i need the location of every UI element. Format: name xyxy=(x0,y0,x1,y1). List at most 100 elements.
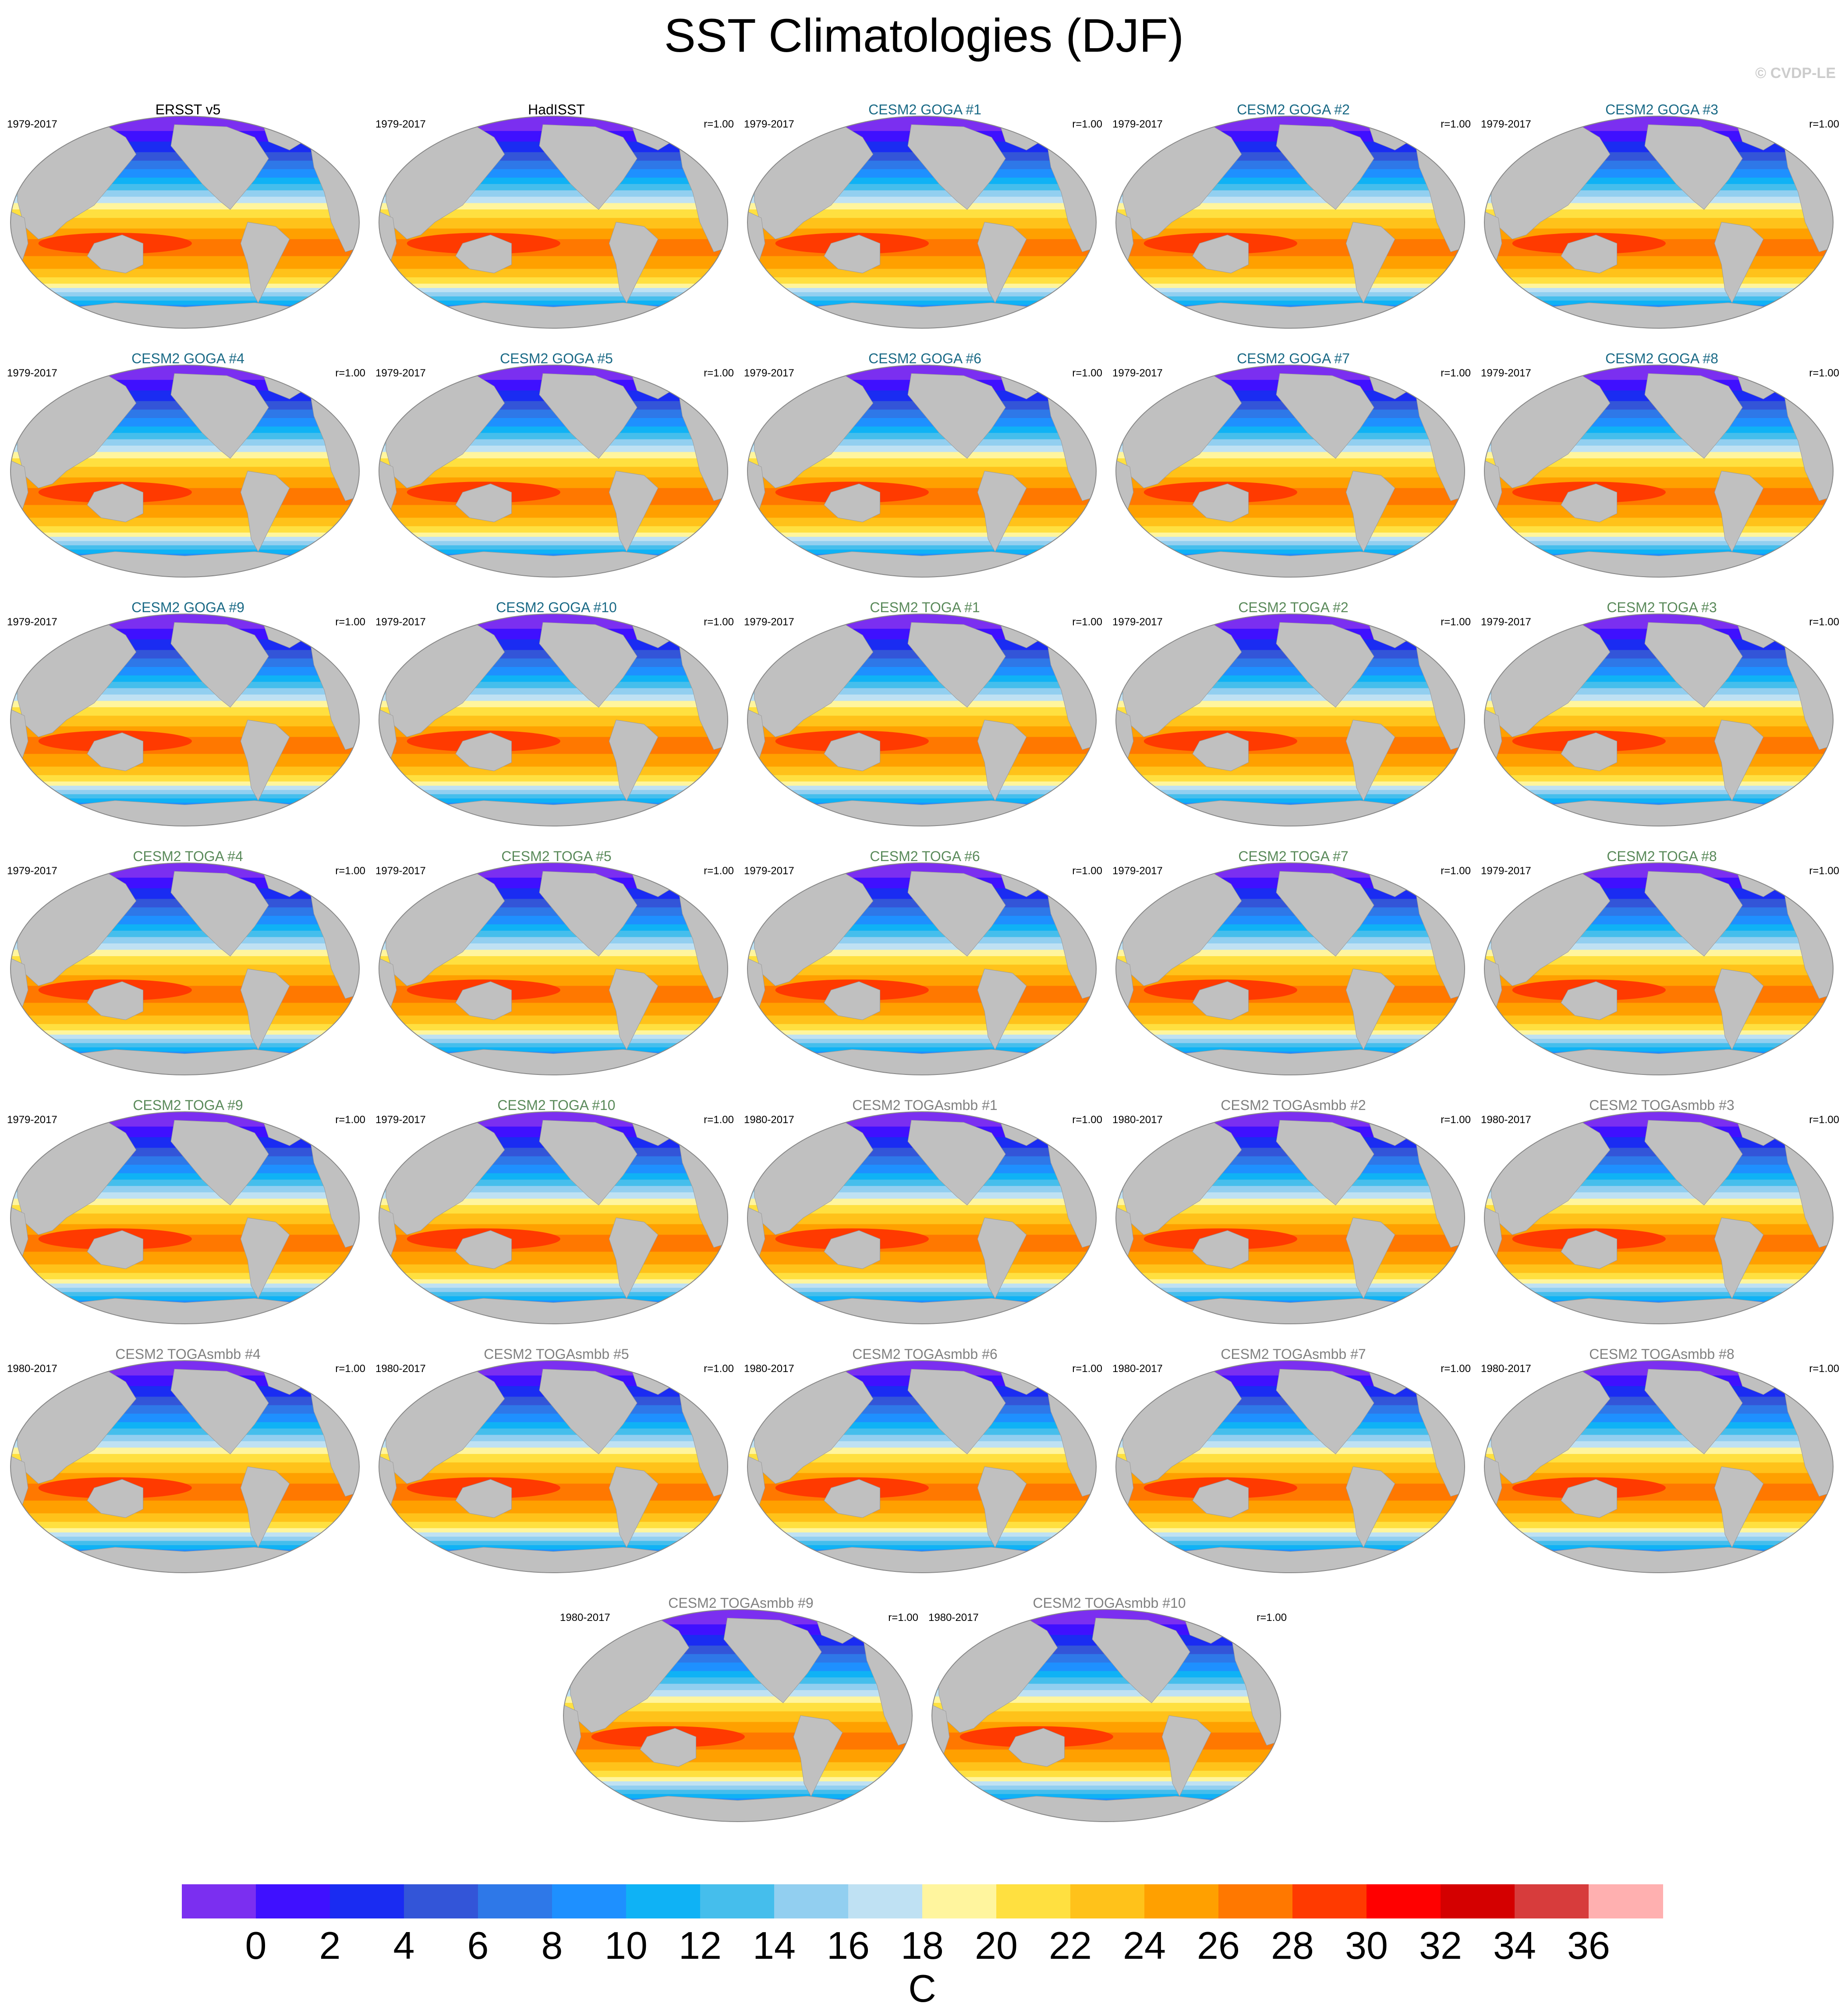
sst-map xyxy=(10,862,360,1075)
map-panel: CESM2 TOGA #7 1979-2017 r=1.00 xyxy=(1111,848,1476,1076)
sst-map xyxy=(10,1111,360,1324)
sst-band xyxy=(747,277,1096,284)
sst-band xyxy=(379,701,728,708)
panel-correlation: r=1.00 xyxy=(704,865,734,877)
sst-band xyxy=(379,1447,728,1454)
sst-band xyxy=(1484,1198,1833,1206)
sst-band xyxy=(747,1252,1096,1265)
sst-band xyxy=(747,1545,1096,1550)
sst-band xyxy=(1484,301,1833,305)
land-mass xyxy=(907,1120,1006,1206)
map-panel: HadISST 1979-2017 r=1.00 xyxy=(374,102,739,330)
sst-band xyxy=(1116,1528,1465,1533)
colorbar-segment xyxy=(996,1884,1071,1918)
sst-band xyxy=(1484,1273,1833,1280)
land-mass xyxy=(1561,1479,1617,1518)
sst-band xyxy=(747,545,1096,550)
sst-band xyxy=(379,754,728,767)
map-outline xyxy=(1115,1111,1465,1324)
land-mass xyxy=(1276,1120,1374,1206)
panel-title: CESM2 GOGA #9 xyxy=(131,599,244,615)
sst-map xyxy=(1115,365,1465,578)
map-outline xyxy=(10,116,360,329)
sst-band xyxy=(1484,1043,1833,1048)
sst-band xyxy=(1116,1447,1465,1454)
land-mass xyxy=(170,124,269,210)
land-mass xyxy=(1345,1466,1395,1548)
map-panel: CESM2 TOGAsmbb #2 1980-2017 r=1.00 xyxy=(1111,1097,1476,1325)
panel-title: CESM2 TOGA #5 xyxy=(501,848,612,864)
sst-band xyxy=(1116,1205,1465,1214)
sst-band xyxy=(1116,452,1465,459)
sst-band xyxy=(11,798,359,803)
sst-band xyxy=(11,1521,359,1529)
colorbar-segment xyxy=(478,1884,552,1918)
panel-correlation: r=1.00 xyxy=(1441,1114,1471,1126)
land-mass xyxy=(1345,1217,1395,1299)
land-mass xyxy=(1345,222,1395,303)
sst-band xyxy=(1116,1454,1465,1463)
panel-correlation: r=1.00 xyxy=(1441,1363,1471,1375)
sst-band xyxy=(1116,526,1465,533)
sst-band xyxy=(1484,1536,1833,1542)
sst-band xyxy=(11,505,359,518)
panel-period: 1979-2017 xyxy=(375,1114,426,1126)
map-outline xyxy=(1484,365,1834,578)
land-mass xyxy=(240,720,290,801)
sst-band xyxy=(1116,284,1465,289)
panel-period: 1980-2017 xyxy=(1481,1363,1531,1375)
sst-band xyxy=(747,1024,1096,1031)
colorbar-tick-label: 16 xyxy=(827,1924,870,1967)
sst-band xyxy=(1116,794,1465,799)
sst-band xyxy=(11,526,359,533)
map-panel: ERSST v5 1979-2017 xyxy=(5,102,371,330)
sst-band xyxy=(1116,1284,1465,1288)
land-mass xyxy=(1644,373,1743,459)
colorbar-tick-label: 18 xyxy=(901,1924,944,1967)
sst-map xyxy=(379,365,728,578)
sst-map xyxy=(1484,862,1834,1075)
panel-title: CESM2 TOGAsmbb #9 xyxy=(668,1595,814,1611)
sst-band xyxy=(11,1252,359,1265)
map-outline xyxy=(379,116,728,329)
panel-title: CESM2 TOGA #7 xyxy=(1238,848,1349,864)
panel-period: 1979-2017 xyxy=(744,865,794,877)
sst-band xyxy=(379,1205,728,1214)
land-mass xyxy=(824,1479,880,1518)
sst-band xyxy=(1484,1541,1833,1546)
land-mass xyxy=(723,1617,822,1703)
map-outline xyxy=(10,613,360,826)
land-mass xyxy=(977,222,1027,303)
sst-band xyxy=(1116,537,1465,542)
colorbar-tick-label: 0 xyxy=(245,1924,267,1967)
sst-band xyxy=(379,301,728,305)
map-outline xyxy=(379,365,728,578)
land-mass xyxy=(609,222,658,303)
sst-band xyxy=(1484,786,1833,791)
sst-band xyxy=(563,1777,912,1782)
sst-band xyxy=(379,956,728,965)
colorbar-tick-label: 26 xyxy=(1197,1924,1240,1967)
sst-band xyxy=(747,1284,1096,1288)
panel-title: CESM2 GOGA #1 xyxy=(868,102,981,117)
land-mass xyxy=(1644,1120,1743,1206)
sst-band xyxy=(379,1521,728,1529)
sst-band xyxy=(11,1279,359,1284)
map-panel: CESM2 TOGAsmbb #6 1980-2017 r=1.00 xyxy=(742,1346,1108,1574)
map-panel: CESM2 GOGA #10 1979-2017 r=1.00 xyxy=(374,599,739,827)
land-mass xyxy=(1714,471,1764,552)
sst-band xyxy=(1116,701,1465,708)
land-mass xyxy=(240,1466,290,1548)
sst-band xyxy=(11,1541,359,1546)
sst-band xyxy=(379,1536,728,1542)
map-outline xyxy=(379,862,728,1075)
land-mass xyxy=(1644,124,1743,210)
panel-correlation: r=1.00 xyxy=(704,1363,734,1375)
colorbar-segment xyxy=(1589,1884,1663,1918)
sst-band xyxy=(1484,1500,1833,1514)
sst-band xyxy=(379,1545,728,1550)
sst-band xyxy=(1116,541,1465,546)
sst-band xyxy=(11,950,359,957)
sst-band xyxy=(1116,209,1465,219)
land-mass xyxy=(907,1369,1006,1454)
